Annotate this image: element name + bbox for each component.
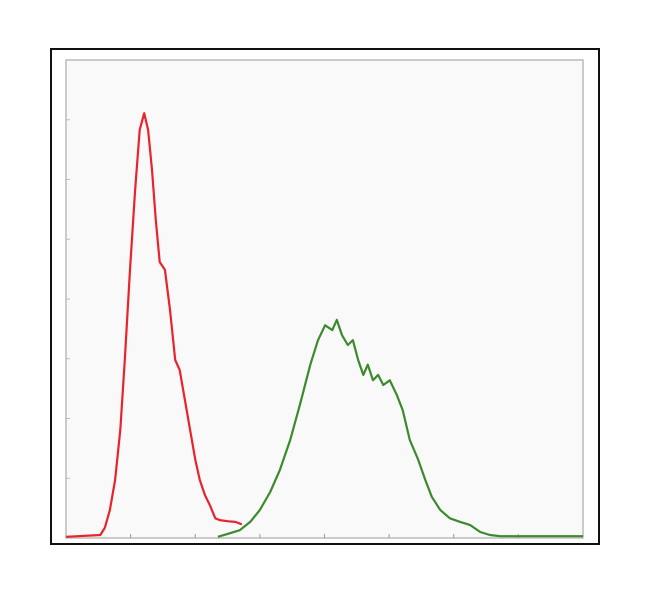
series-line bbox=[65, 112, 243, 538]
series-line bbox=[217, 318, 583, 538]
marks bbox=[65, 112, 583, 538]
plot-area bbox=[65, 59, 584, 539]
